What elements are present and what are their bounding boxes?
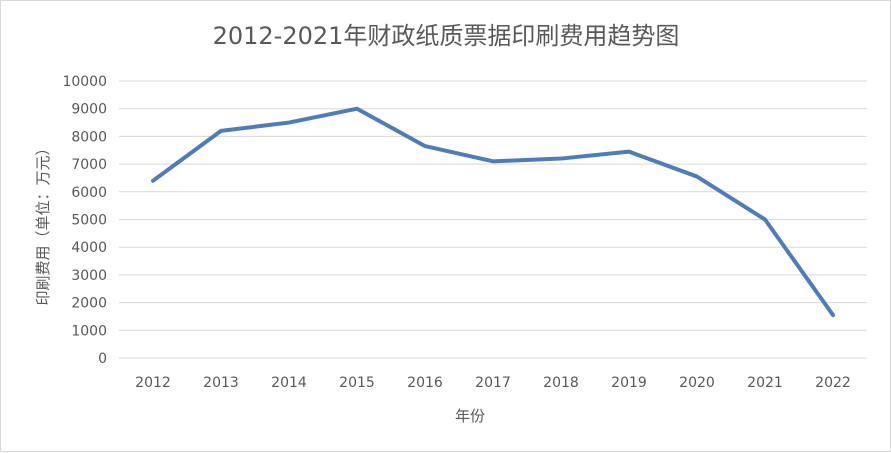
x-tick-label: 2016 (407, 375, 443, 391)
y-tick-label: 0 (98, 351, 107, 367)
x-tick-label: 2017 (475, 375, 511, 391)
y-axis-ticks: 0 1000 2000 3000 4000 5000 6000 7000 8000 9000 100… (62, 74, 107, 367)
x-axis-label: 年份 (455, 407, 485, 425)
y-tick-label: 10000 (62, 74, 107, 90)
y-tick-label: 7000 (71, 157, 107, 173)
series-layer (151, 106, 835, 318)
x-tick-label: 2019 (611, 375, 647, 391)
series-line (151, 106, 835, 318)
y-tick-label: 6000 (71, 185, 107, 201)
y-tick-label: 8000 (71, 129, 107, 145)
y-tick-label: 5000 (71, 213, 107, 229)
y-tick-label: 1000 (71, 323, 107, 339)
x-tick-label: 2014 (271, 375, 307, 391)
x-tick-label: 2020 (679, 375, 715, 391)
gridlines (119, 80, 867, 359)
y-tick-label: 9000 (71, 102, 107, 118)
x-axis-ticks: 2012 2013 2014 2015 2016 2017 2018 2019 2020 2021… (135, 375, 851, 391)
x-tick-label: 2012 (135, 375, 171, 391)
x-tick-label: 2022 (815, 375, 851, 391)
x-tick-label: 2015 (339, 375, 375, 391)
chart-title: 2012-2021年财政纸质票据印刷费用趋势图 (213, 22, 680, 50)
y-tick-label: 3000 (71, 268, 107, 284)
y-axis-label: 印刷费用（单位：万元） (34, 140, 52, 305)
x-tick-label: 2013 (203, 375, 239, 391)
x-tick-label: 2021 (747, 375, 783, 391)
y-tick-label: 2000 (71, 296, 107, 312)
x-tick-label: 2018 (543, 375, 579, 391)
y-tick-label: 4000 (71, 240, 107, 256)
